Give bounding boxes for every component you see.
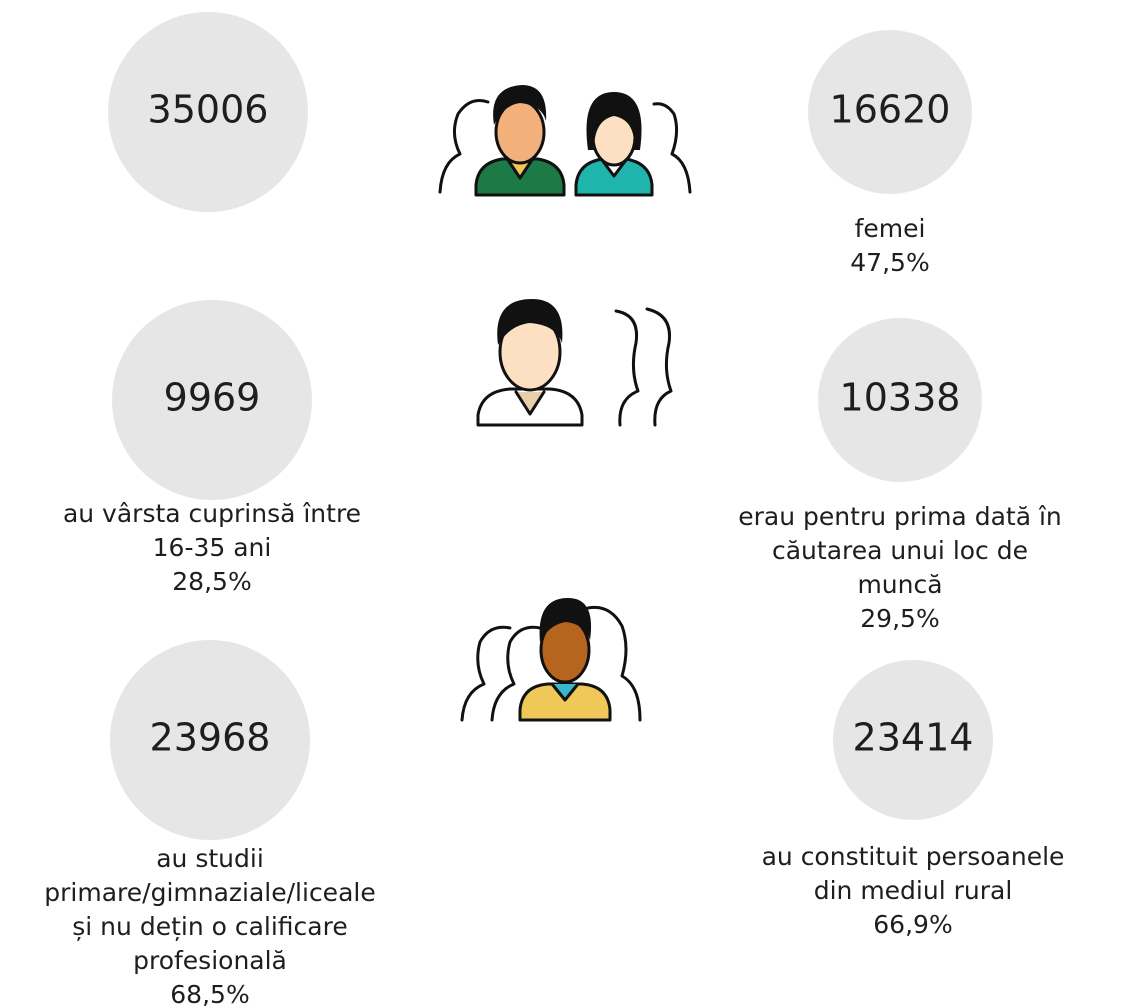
stat-label: căutarea unui loc de	[772, 536, 1028, 565]
stat-circle	[833, 660, 993, 820]
stat-label: și nu dețin o calificare	[72, 912, 347, 941]
stat-label: primare/gimnaziale/liceale	[44, 878, 375, 907]
stat-label: din mediul rural	[814, 876, 1013, 905]
stat-percent: 66,9%	[873, 910, 952, 939]
stat-circle	[110, 640, 310, 840]
crowd-icon	[476, 299, 673, 427]
stat-percent: 47,5%	[850, 248, 929, 277]
stat-label: 16-35 ani	[153, 533, 272, 562]
stat-percent: 29,5%	[860, 604, 939, 633]
crowd-icon	[460, 598, 642, 722]
stat-label: au vârsta cuprinsă între	[63, 499, 361, 528]
stat-label: muncă	[857, 570, 942, 599]
stat-percent: 28,5%	[172, 567, 251, 596]
stat-value: 35006	[148, 88, 269, 132]
stat-circle	[112, 300, 312, 500]
stat-label: erau pentru prima dată în	[738, 502, 1062, 531]
stat-value: 23968	[150, 716, 271, 760]
stat-percent: 68,5%	[170, 980, 249, 1008]
people-icon	[438, 85, 692, 197]
stat-value: 9969	[164, 376, 261, 420]
stat-circle	[108, 12, 308, 212]
stat-label: au studii	[156, 844, 264, 873]
stat-value: 16620	[830, 88, 951, 132]
stat-label: au constituit persoanele	[762, 842, 1065, 871]
stat-value: 23414	[853, 716, 974, 760]
stat-circle	[808, 30, 972, 194]
stat-circle	[818, 318, 982, 482]
stat-value: 10338	[840, 376, 961, 420]
stat-label: femei	[855, 214, 926, 243]
stat-label: profesională	[133, 946, 287, 975]
